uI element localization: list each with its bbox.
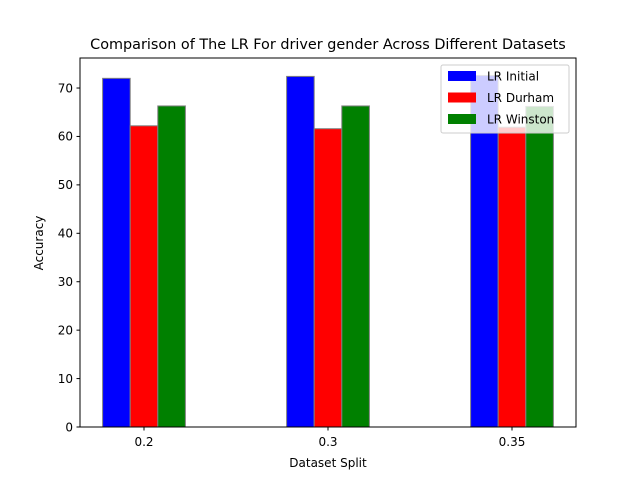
bar-lr-winston-0.3: [341, 105, 370, 428]
bar-lr-initial-0.35: [470, 74, 499, 428]
chart-title: Comparison of The LR For driver gender A…: [90, 37, 566, 53]
legend-label: LR Durham: [487, 91, 554, 105]
legend-swatch: [448, 114, 476, 124]
y-tick-label: 70: [58, 81, 73, 95]
legend-swatch: [448, 71, 476, 81]
bar-lr-initial-0.2: [102, 77, 131, 428]
y-tick-label: 20: [58, 323, 73, 337]
bars-layer: [102, 74, 554, 428]
legend: LR Initial LR Durham LR Winston: [440, 64, 570, 134]
bar-lr-initial-0.3: [286, 75, 315, 428]
bar-lr-durham-0.3: [313, 128, 343, 428]
legend-label: LR Initial: [487, 70, 539, 84]
y-tick-label: 60: [58, 130, 73, 144]
legend-label: LR Winston: [487, 113, 554, 127]
x-tick-label: 0.35: [499, 435, 526, 449]
x-tick-label: 0.2: [134, 435, 153, 449]
y-tick-label: 40: [58, 227, 73, 241]
bar-lr-winston-0.2: [157, 105, 186, 428]
bar-lr-durham-0.2: [129, 125, 159, 428]
legend-swatch: [448, 92, 476, 103]
ticks-layer: 0 10 20 30 40 50 60 70 0.2 0.3 0.35: [58, 81, 526, 449]
x-tick-label: 0.3: [318, 435, 337, 449]
y-axis-label: Accuracy: [32, 216, 46, 271]
y-tick-label: 0: [65, 420, 73, 434]
bar-lr-durham-0.35: [497, 126, 527, 428]
y-tick-label: 10: [58, 372, 73, 386]
y-tick-label: 30: [58, 275, 73, 289]
x-axis-label: Dataset Split: [289, 456, 367, 470]
bar-lr-winston-0.35: [525, 105, 554, 428]
y-tick-label: 50: [58, 178, 73, 192]
